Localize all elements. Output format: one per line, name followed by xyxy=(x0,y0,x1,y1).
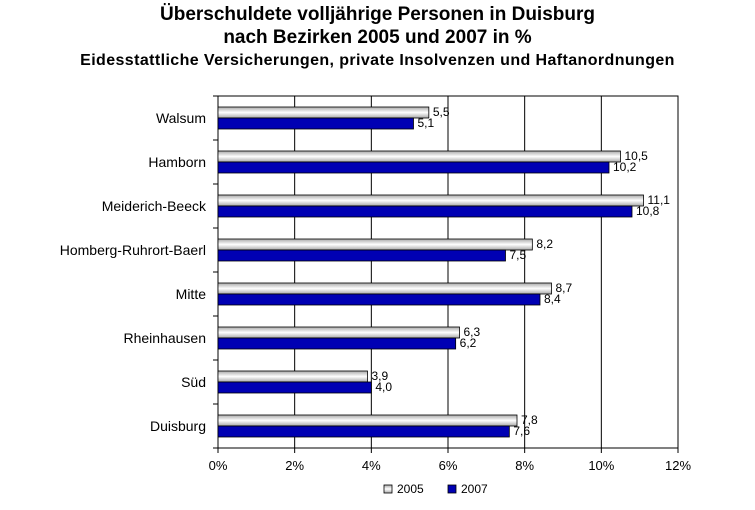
data-label: 8,4 xyxy=(544,292,561,306)
bar-2005 xyxy=(217,238,533,251)
bar-2007 xyxy=(217,161,610,174)
category-label: Meiderich-Beeck xyxy=(102,198,207,214)
bar-2007 xyxy=(217,205,633,218)
x-tick-label: 10% xyxy=(588,458,614,473)
data-label: 4,0 xyxy=(375,380,392,394)
bar-2005 xyxy=(217,106,430,119)
x-tick-label: 0% xyxy=(209,458,228,473)
category-label: Homberg-Ruhrort-Baerl xyxy=(60,242,206,258)
data-label: 6,2 xyxy=(460,336,477,350)
chart-title-line-2: nach Bezirken 2005 und 2007 in % xyxy=(223,27,532,48)
data-label: 8,7 xyxy=(556,281,573,295)
data-label: 6,3 xyxy=(464,325,481,339)
bar-2007 xyxy=(217,337,457,350)
data-label: 8,2 xyxy=(536,237,553,251)
data-label: 7,6 xyxy=(513,424,530,438)
x-tick-label: 4% xyxy=(362,458,381,473)
legend-swatch xyxy=(447,484,457,494)
x-tick-label: 2% xyxy=(285,458,304,473)
bar-2005 xyxy=(217,414,518,427)
category-label: Duisburg xyxy=(150,418,206,434)
bar-2005 xyxy=(217,150,621,163)
category-label: Walsum xyxy=(156,110,206,126)
legend-swatch xyxy=(383,484,393,494)
data-label: 10,5 xyxy=(625,149,649,163)
legend-label: 2007 xyxy=(461,482,488,496)
category-label: Rheinhausen xyxy=(123,330,206,346)
data-label: 5,5 xyxy=(433,105,450,119)
bar-2007 xyxy=(217,381,372,394)
data-label: 10,2 xyxy=(613,160,637,174)
x-tick-label: 12% xyxy=(665,458,691,473)
x-tick-label: 6% xyxy=(439,458,458,473)
data-label: 7,8 xyxy=(521,413,538,427)
data-label: 3,9 xyxy=(372,369,389,383)
data-label: 11,1 xyxy=(648,193,671,207)
data-label: 10,8 xyxy=(636,204,660,218)
bar-2005 xyxy=(217,282,552,295)
data-label: 5,1 xyxy=(418,116,435,130)
legend-label: 2005 xyxy=(397,482,424,496)
chart-subtitle: Eidesstattliche Versicherungen, private … xyxy=(80,52,675,69)
x-tick-label: 8% xyxy=(515,458,534,473)
category-label: Hamborn xyxy=(148,154,206,170)
bar-2005 xyxy=(217,370,368,383)
bar-2005 xyxy=(217,326,460,339)
data-label: 7,5 xyxy=(510,248,527,262)
category-label: Süd xyxy=(181,374,206,390)
bar-2005 xyxy=(217,194,644,207)
bar-2007 xyxy=(217,425,510,438)
bar-2007 xyxy=(217,117,414,130)
chart-title: Überschuldete volljährige Personen in Du… xyxy=(160,4,595,25)
category-label: Mitte xyxy=(176,286,207,302)
bar-2007 xyxy=(217,249,506,262)
bar-2007 xyxy=(217,293,541,306)
